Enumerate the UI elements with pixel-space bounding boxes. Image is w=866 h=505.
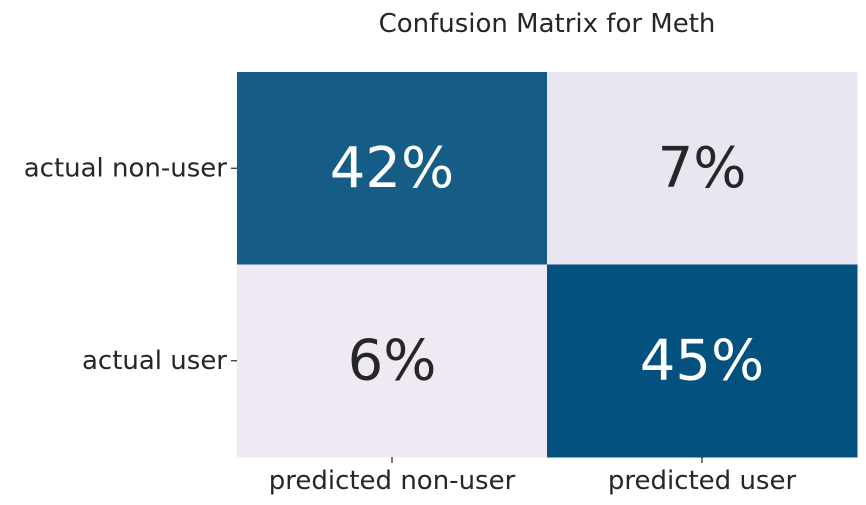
y-tick-label: actual non-user <box>24 153 228 183</box>
heatmap-cells <box>237 72 858 458</box>
heatmap-cell-r0-c1 <box>547 72 858 265</box>
cell-value-label-r0-c1: 7% <box>658 136 747 201</box>
cell-value-label-r1-c0: 6% <box>348 328 437 393</box>
cell-value-label-r0-c0: 42% <box>330 136 454 201</box>
heatmap-cell-labels: 42% 7% 6% 45% <box>330 136 764 394</box>
x-tick-label: predicted user <box>608 466 797 496</box>
heatmap-cell-r0-c0 <box>237 72 548 265</box>
y-axis: actual non-user actual user <box>24 153 237 376</box>
x-axis: predicted non-user predicted user <box>269 457 797 496</box>
x-tick-label: predicted non-user <box>269 466 516 496</box>
y-tick-label: actual user <box>82 346 227 376</box>
heatmap-cell-r1-c0 <box>237 264 548 458</box>
chart-title: Confusion Matrix for Meth <box>379 9 716 39</box>
heatmap-cell-r1-c1 <box>547 264 858 458</box>
cell-value-label-r1-c1: 45% <box>640 328 764 393</box>
